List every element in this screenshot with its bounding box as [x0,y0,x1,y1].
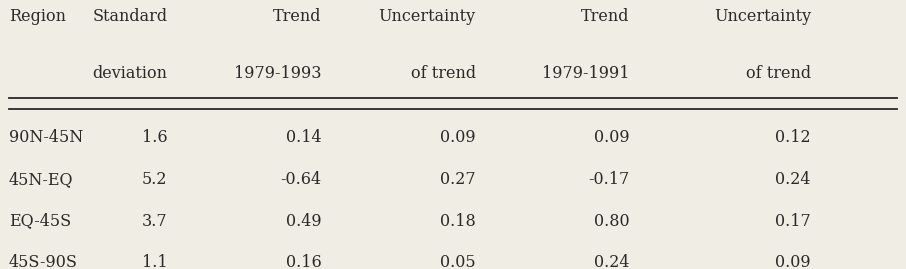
Text: 0.16: 0.16 [286,254,322,269]
Text: 1.6: 1.6 [142,129,168,146]
Text: 90N-45N: 90N-45N [9,129,83,146]
Text: 3.7: 3.7 [142,213,168,229]
Text: 0.14: 0.14 [286,129,322,146]
Text: 0.09: 0.09 [776,254,811,269]
Text: -0.64: -0.64 [281,171,322,188]
Text: 5.2: 5.2 [142,171,168,188]
Text: 0.05: 0.05 [440,254,476,269]
Text: 0.27: 0.27 [440,171,476,188]
Text: 0.80: 0.80 [594,213,630,229]
Text: of trend: of trend [746,65,811,82]
Text: 0.09: 0.09 [594,129,630,146]
Text: 0.18: 0.18 [440,213,476,229]
Text: 0.09: 0.09 [440,129,476,146]
Text: 0.24: 0.24 [776,171,811,188]
Text: -0.17: -0.17 [588,171,630,188]
Text: Uncertainty: Uncertainty [379,8,476,25]
Text: 0.17: 0.17 [776,213,811,229]
Text: Region: Region [9,8,66,25]
Text: 45S-90S: 45S-90S [9,254,78,269]
Text: 45N-EQ: 45N-EQ [9,171,73,188]
Text: Standard: Standard [92,8,168,25]
Text: 1979-1991: 1979-1991 [542,65,630,82]
Text: 0.49: 0.49 [286,213,322,229]
Text: 1.1: 1.1 [142,254,168,269]
Text: deviation: deviation [92,65,168,82]
Text: Trend: Trend [581,8,630,25]
Text: of trend: of trend [410,65,476,82]
Text: 1979-1993: 1979-1993 [234,65,322,82]
Text: Uncertainty: Uncertainty [714,8,811,25]
Text: 0.12: 0.12 [776,129,811,146]
Text: 0.24: 0.24 [594,254,630,269]
Text: EQ-45S: EQ-45S [9,213,72,229]
Text: Trend: Trend [273,8,322,25]
